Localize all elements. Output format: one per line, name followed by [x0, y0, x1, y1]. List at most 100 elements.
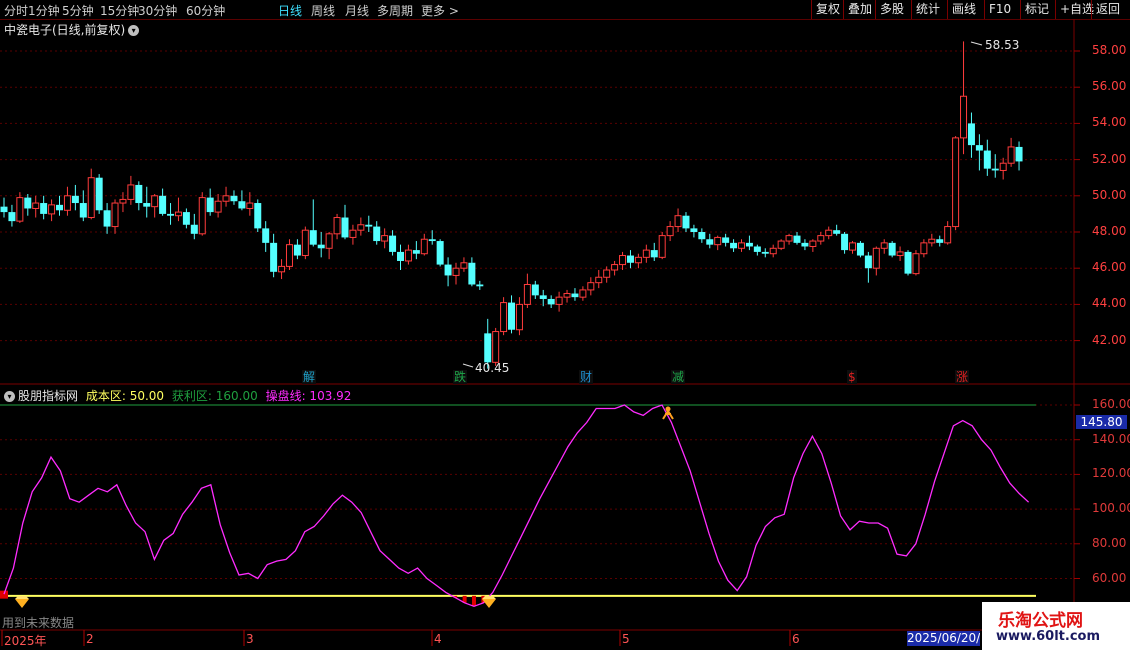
price-axis-tick: 56.00: [1092, 79, 1127, 94]
toolbar-button[interactable]: F10: [984, 0, 1020, 19]
indicator-axis-tick: 160.00: [1092, 397, 1130, 411]
low-price-label: 40.45: [475, 361, 510, 375]
cost-zone-label: 成本区: 50.00: [85, 389, 165, 403]
below-cost-bar: [472, 595, 476, 607]
indicator-title[interactable]: ▾ 股朋指标网 成本区: 50.00 获利区: 160.00 操盘线: 103.9…: [4, 387, 351, 404]
toolbar-button[interactable]: 返回: [1091, 0, 1130, 19]
period-tab[interactable]: 月线: [345, 4, 370, 18]
event-marker[interactable]: 跌: [453, 370, 468, 384]
candle: [95, 174, 103, 214]
candle: [301, 226, 309, 260]
candle: [71, 184, 79, 211]
candle: [206, 188, 214, 216]
candle: [872, 246, 880, 276]
sell-signal-icon: [662, 406, 674, 420]
candle: [674, 208, 682, 232]
toolbar-button[interactable]: 画线: [947, 0, 984, 19]
period-tab[interactable]: 30分钟: [138, 4, 178, 18]
period-tab[interactable]: 60分钟: [186, 4, 226, 18]
period-tab[interactable]: 15分钟: [100, 4, 140, 18]
candle: [722, 233, 730, 247]
event-marker[interactable]: $: [847, 370, 857, 384]
buy-diamond-icon: [482, 596, 496, 608]
event-marker[interactable]: 解: [302, 370, 317, 384]
candle: [119, 192, 127, 213]
x-axis-label: 3: [246, 632, 254, 646]
candle: [0, 197, 8, 218]
candle: [79, 190, 87, 222]
indicator-axis-tick: 140.00: [1092, 431, 1130, 446]
toolbar-button[interactable]: +自选: [1055, 0, 1094, 19]
candle: [254, 199, 262, 232]
x-axis-label: 6: [792, 632, 800, 646]
candle: [523, 273, 531, 309]
candle: [468, 257, 476, 287]
candle: [936, 235, 944, 247]
candle: [912, 250, 920, 276]
event-marker[interactable]: 涨: [955, 370, 970, 384]
candle: [214, 193, 222, 218]
indicator-axis-tick: 80.00: [1092, 535, 1127, 550]
candle: [714, 235, 722, 251]
chevron-down-icon[interactable]: ▾: [128, 25, 140, 36]
current-indicator-value: 145.80: [1076, 415, 1127, 429]
candle: [111, 199, 119, 234]
candle: [412, 241, 420, 260]
chart-title-text: 中瓷电子(日线,前复权): [4, 23, 126, 37]
candle: [32, 195, 40, 218]
period-tab[interactable]: 周线: [311, 4, 336, 18]
period-tab[interactable]: 1分钟: [28, 4, 60, 18]
candle: [999, 157, 1007, 180]
candle: [595, 270, 603, 289]
candle: [381, 228, 389, 249]
candle: [650, 242, 658, 261]
indicator-axis-tick: 120.00: [1092, 466, 1130, 481]
candle: [309, 199, 317, 247]
candle: [484, 318, 492, 369]
toolbar-button[interactable]: 叠加: [843, 0, 875, 19]
period-tab[interactable]: 更多 >: [421, 4, 459, 18]
price-axis-tick: 44.00: [1092, 296, 1127, 311]
candle: [198, 192, 206, 236]
price-axis-tick: 42.00: [1092, 332, 1127, 347]
candle: [690, 224, 698, 238]
candle: [262, 221, 270, 252]
candle: [769, 244, 777, 258]
candle: [880, 239, 888, 254]
candle: [698, 228, 706, 243]
period-tab[interactable]: 5分钟: [62, 4, 94, 18]
event-marker[interactable]: 财: [579, 370, 594, 384]
candle: [270, 233, 278, 278]
candle: [190, 213, 198, 240]
period-tab[interactable]: 日线: [278, 4, 303, 18]
candle: [325, 232, 333, 260]
candle: [864, 251, 872, 283]
candle: [761, 248, 769, 258]
toolbar-button[interactable]: 多股: [875, 0, 911, 19]
candle: [333, 213, 341, 240]
toolbar-button[interactable]: 统计: [911, 0, 947, 19]
period-tab[interactable]: 多周期: [377, 4, 414, 18]
buy-diamond-icon: [15, 596, 29, 608]
toolbar-button[interactable]: 标记: [1020, 0, 1055, 19]
candle: [389, 230, 397, 256]
candle: [143, 186, 151, 218]
event-marker[interactable]: 减: [671, 370, 686, 384]
candle: [571, 288, 579, 301]
candle: [658, 232, 666, 260]
future-data-note: 用到未来数据: [2, 616, 75, 630]
chevron-down-icon[interactable]: ▾: [4, 391, 15, 402]
candle: [285, 239, 293, 271]
period-tab[interactable]: 分时: [4, 4, 29, 18]
chart-title[interactable]: 中瓷电子(日线,前复权) ▾: [4, 21, 140, 38]
indicator-axis-tick: 100.00: [1092, 501, 1130, 516]
trade-line: [3, 404, 1030, 607]
toolbar-button[interactable]: 复权: [811, 0, 843, 19]
candle: [967, 112, 975, 158]
candle: [428, 230, 436, 245]
candle: [452, 262, 460, 285]
watermark-title: 乐淘公式网: [998, 611, 1083, 631]
candle: [24, 193, 32, 216]
candle: [745, 235, 753, 251]
